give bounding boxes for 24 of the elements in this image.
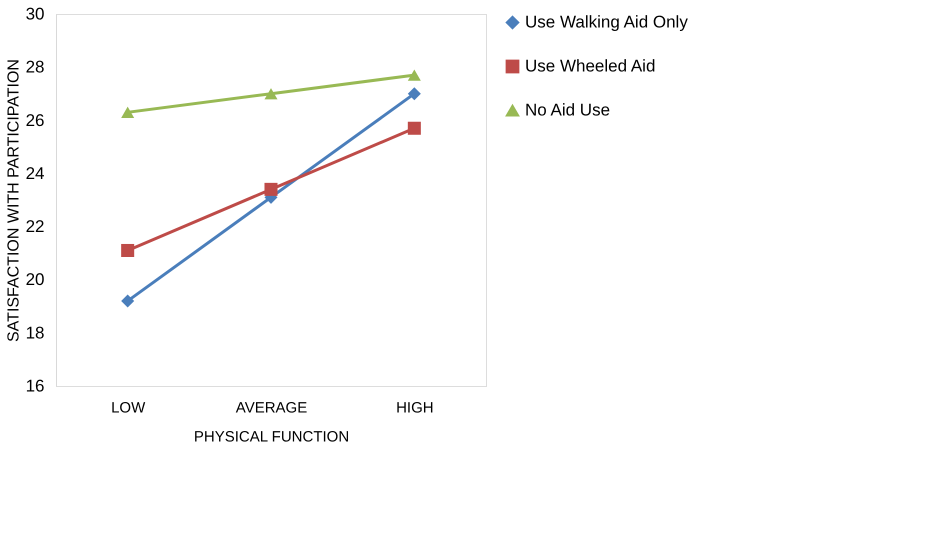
y-tick-label: 22 (26, 217, 44, 236)
point (121, 294, 134, 308)
y-tick-label: 28 (26, 58, 44, 77)
point (408, 69, 421, 81)
legend-label: Use Wheeled Aid (525, 56, 656, 76)
legend-label: Use Walking Aid Only (525, 12, 688, 32)
y-axis-title: SATISFACTION WITH PARTICIPATION (6, 59, 23, 342)
y-tick-label: 26 (26, 110, 44, 130)
point (264, 88, 278, 100)
y-tick-label: 30 (26, 4, 44, 24)
x-tick-label: HIGH (396, 400, 434, 416)
point (408, 87, 421, 100)
y-tick-label: 20 (26, 270, 44, 290)
legend-label: No Aid Use (525, 100, 610, 120)
y-tick-label: 16 (26, 376, 44, 396)
x-axis-title: PHYSICAL FUNCTION (194, 428, 350, 446)
point (121, 244, 134, 258)
x-tick-label: LOW (111, 400, 146, 416)
point (264, 182, 278, 196)
point (121, 106, 134, 118)
point (408, 122, 421, 135)
x-tick-label: AVERAGE (236, 400, 308, 416)
y-tick-label: 18 (26, 323, 44, 342)
y-tick-label: 24 (26, 164, 44, 183)
